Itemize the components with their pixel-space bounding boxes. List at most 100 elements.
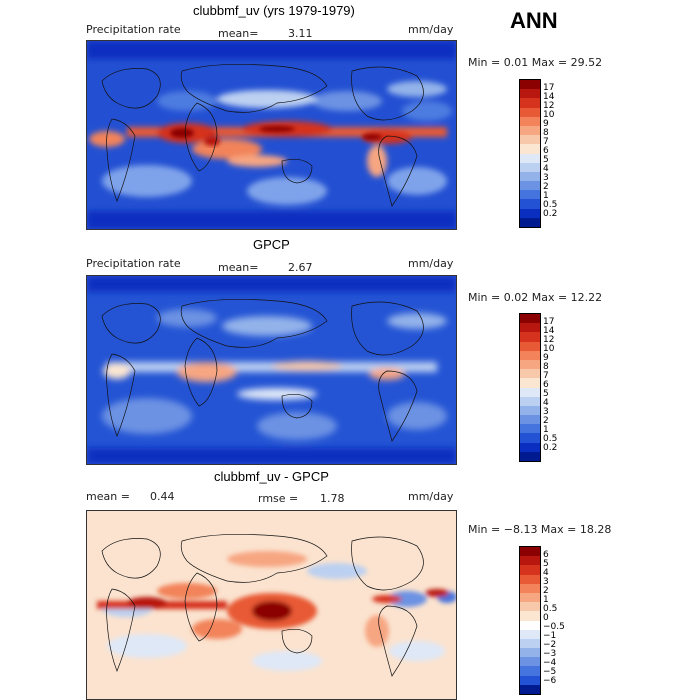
panel3-colorbar-labels: 6 5 4 3 2 1 0.5 0 −0.5 −1 −2 −3 −4 −5 −6 <box>519 546 579 693</box>
panel3-cb-label: −0.5 <box>543 622 565 632</box>
colorbar-swatch <box>520 107 540 117</box>
panel2-map-field <box>87 276 456 464</box>
colorbar-swatch <box>520 675 540 685</box>
colorbar-swatch <box>520 638 540 649</box>
panel1-cb-label: 7 <box>543 137 549 147</box>
season-label: ANN <box>510 8 558 33</box>
panel2-colorbar-labels: 17 14 12 10 9 8 7 6 5 4 3 2 1 0.5 0.2 <box>519 313 579 460</box>
colorbar-swatch <box>520 208 540 218</box>
panel1-cb-label: 12 <box>543 101 555 111</box>
colorbar-swatch <box>520 405 540 416</box>
colorbar-swatch <box>520 433 540 443</box>
panel1-colorbar-swatches <box>520 80 540 227</box>
colorbar-swatch <box>520 181 540 191</box>
panel2-cb-label: 1 <box>543 425 549 435</box>
colorbar-swatch <box>520 547 540 557</box>
panel2-cb-label: 4 <box>543 398 549 408</box>
panel3-cb-label: −4 <box>543 658 557 668</box>
panel2-mean-label: mean= <box>218 261 259 274</box>
panel3-cb-label: 0.5 <box>543 604 558 614</box>
panel3-rmse-label: rmse = <box>258 492 299 505</box>
colorbar-swatch <box>520 602 540 612</box>
panel3-cb-label: −1 <box>543 631 557 641</box>
panel3-cb-label: −5 <box>543 667 557 677</box>
colorbar-swatch <box>520 89 540 99</box>
panel2-units: mm/day <box>408 257 454 270</box>
colorbar-swatch <box>520 611 540 621</box>
colorbar-swatch <box>520 323 540 333</box>
panel3-cb-label: 5 <box>543 559 549 569</box>
panel1-colorbar-labels: 17 14 12 10 9 8 7 6 5 4 3 2 1 0.5 0.2 <box>519 79 579 226</box>
panel2-mean-value: 2.67 <box>288 261 313 274</box>
panel3-mean-value: 0.44 <box>150 490 175 503</box>
panel1-cb-label: 5 <box>543 155 549 165</box>
panel3-cb-label: −6 <box>543 676 557 686</box>
colorbar-swatch <box>520 369 540 379</box>
colorbar-swatch <box>520 171 540 182</box>
colorbar-swatch <box>520 98 540 108</box>
panel2-cb-label: 8 <box>543 362 549 372</box>
panel3-minmax: Min = −8.13 Max = 18.28 <box>468 523 612 536</box>
panel3-cb-label: −3 <box>543 649 557 659</box>
panel3-title: clubbmf_uv - GPCP <box>214 469 329 484</box>
panel1-cb-label: 17 <box>543 83 555 93</box>
colorbar-swatch <box>520 666 540 676</box>
panel2-cb-label: 2 <box>543 416 549 426</box>
colorbar-swatch <box>520 125 540 136</box>
panel2-cb-label: 12 <box>543 335 555 345</box>
panel3-map <box>86 510 457 700</box>
panel1-mean-value: 3.11 <box>288 27 313 40</box>
colorbar-swatch <box>520 135 540 145</box>
colorbar-swatch <box>520 387 540 397</box>
panel3-mean-label: mean = <box>86 490 130 503</box>
panel1-cb-label: 4 <box>543 164 549 174</box>
panel2-cb-label: 5 <box>543 389 549 399</box>
panel3-map-field <box>87 511 456 699</box>
colorbar-swatch <box>520 592 540 603</box>
colorbar-swatch <box>520 359 540 370</box>
colorbar-swatch <box>520 442 540 452</box>
panel3-cb-label: 4 <box>543 568 549 578</box>
panel1-colorbar <box>519 79 541 228</box>
colorbar-swatch <box>520 396 540 406</box>
panel2-cb-label: 14 <box>543 326 555 336</box>
panel1-variable: Precipitation rate <box>86 23 181 36</box>
panel2-minmax: Min = 0.02 Max = 12.22 <box>468 291 603 304</box>
colorbar-swatch <box>520 424 540 434</box>
panel3-cb-label: 0 <box>543 613 549 623</box>
panel3-cb-label: −2 <box>543 640 557 650</box>
panel3-colorbar <box>519 546 541 695</box>
panel2-cb-label: 3 <box>543 407 549 417</box>
panel1-units: mm/day <box>408 23 454 36</box>
panel3-units: mm/day <box>408 490 454 503</box>
panel2-cb-label: 0.5 <box>543 434 558 444</box>
panel2-cb-label: 10 <box>543 344 555 354</box>
colorbar-swatch <box>520 217 540 227</box>
panel2-colorbar <box>519 313 541 462</box>
panel2-variable: Precipitation rate <box>86 257 181 270</box>
panel2-cb-label: 17 <box>543 317 555 327</box>
panel1-minmax: Min = 0.01 Max = 29.52 <box>468 56 603 69</box>
colorbar-swatch <box>520 332 540 342</box>
panel3-cb-label: 2 <box>543 586 549 596</box>
panel1-cb-label: 1 <box>543 191 549 201</box>
panel2-colorbar-swatches <box>520 314 540 461</box>
panel3-cb-label: 1 <box>543 595 549 605</box>
colorbar-swatch <box>520 684 540 694</box>
colorbar-swatch <box>520 629 540 639</box>
colorbar-swatch <box>520 190 540 200</box>
colorbar-swatch <box>520 451 540 461</box>
panel1-cb-label: 6 <box>543 146 549 156</box>
colorbar-swatch <box>520 350 540 360</box>
panel1-cb-label: 0.2 <box>543 209 558 219</box>
panel3-colorbar-swatches <box>520 547 540 694</box>
panel2-cb-label: 7 <box>543 371 549 381</box>
colorbar-swatch <box>520 80 540 90</box>
panel1-mean-label: mean= <box>218 27 259 40</box>
colorbar-swatch <box>520 556 540 566</box>
panel3-cb-label: 3 <box>543 577 549 587</box>
panel1-cb-label: 14 <box>543 92 555 102</box>
colorbar-swatch <box>520 620 540 630</box>
colorbar-swatch <box>520 415 540 425</box>
panel3-rmse-value: 1.78 <box>320 492 345 505</box>
